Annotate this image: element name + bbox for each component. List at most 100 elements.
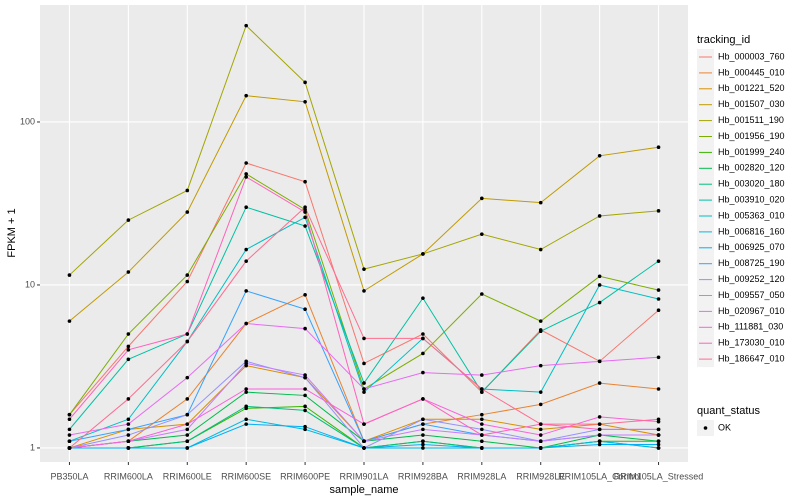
data-point: [303, 408, 307, 413]
data-point: [303, 293, 307, 297]
legend-label: Hb_186647_010: [718, 353, 785, 363]
data-point: [303, 373, 307, 377]
data-point: [538, 200, 543, 205]
data-point: [185, 279, 190, 284]
y-tick-label: 10: [25, 279, 35, 289]
data-point: [244, 23, 248, 28]
data-point: [538, 363, 543, 368]
data-point: [362, 361, 366, 366]
data-point: [597, 359, 602, 364]
data-point: [244, 247, 248, 252]
data-point: [656, 209, 661, 213]
data-point: [421, 442, 425, 447]
data-point: [538, 427, 543, 432]
data-point: [656, 145, 661, 150]
x-axis-title: sample_name: [329, 484, 398, 496]
data-point: [303, 205, 307, 209]
legend-label: Hb_006925_070: [718, 242, 785, 252]
legend-label: Hb_005363_010: [718, 210, 785, 220]
data-point: [480, 439, 484, 444]
data-point: [303, 424, 307, 429]
data-point: [421, 370, 425, 375]
data-point: [656, 387, 661, 391]
data-point: [421, 252, 425, 256]
data-point: [303, 179, 307, 184]
data-point: [421, 427, 425, 432]
legend-label: Hb_001511_190: [718, 115, 784, 125]
data-point: [362, 387, 366, 391]
data-point: [303, 99, 307, 104]
data-point: [480, 373, 484, 377]
data-point: [538, 329, 543, 334]
data-point: [126, 357, 131, 362]
data-point: [597, 422, 602, 426]
y-axis-title: FPKM + 1: [6, 208, 18, 257]
data-point: [656, 297, 661, 301]
data-point: [538, 439, 543, 444]
data-point: [67, 427, 72, 432]
data-point: [185, 446, 190, 450]
legend-label: Hb_173030_010: [718, 338, 785, 348]
data-point: [480, 422, 484, 426]
data-point: [185, 397, 190, 401]
data-point: [303, 215, 307, 220]
data-point: [303, 393, 307, 398]
data-point: [244, 361, 248, 366]
data-point: [244, 289, 248, 293]
legend-label: Hb_020967_010: [718, 306, 785, 316]
data-point: [656, 433, 661, 437]
data-point: [126, 427, 131, 432]
x-tick-label: RRIM928BA: [398, 471, 448, 481]
data-point: [656, 308, 661, 313]
data-point: [185, 375, 190, 380]
data-point: [126, 348, 131, 352]
x-tick-label: RRIM600PE: [280, 471, 330, 481]
data-point: [421, 397, 425, 401]
legend-title: quant_status: [697, 405, 760, 417]
legend-label: Hb_001956_190: [718, 131, 785, 141]
x-tick-label: RRIM901LA: [339, 471, 388, 481]
legend-label: Hb_002820_120: [718, 163, 785, 173]
data-point: [185, 188, 190, 193]
legend-label: Hb_000003_760: [718, 51, 785, 61]
data-point: [597, 300, 602, 305]
y-tick-label: 100: [20, 116, 35, 126]
data-point: [480, 412, 484, 417]
data-point: [597, 283, 602, 287]
data-point: [421, 332, 425, 336]
data-point: [126, 446, 131, 450]
x-tick-label: RRIM600LA: [104, 471, 153, 481]
data-point: [597, 381, 602, 385]
data-point: [303, 427, 307, 432]
legend-point: [703, 426, 708, 430]
legend-label: Hb_008725_190: [718, 258, 785, 268]
data-point: [244, 321, 248, 326]
data-point: [597, 427, 602, 432]
data-point: [185, 339, 190, 344]
data-point: [421, 433, 425, 437]
x-tick-label: RRIM105LA_Control: [558, 471, 641, 481]
data-point: [126, 422, 131, 426]
data-point: [244, 387, 248, 391]
data-point: [421, 351, 425, 356]
data-point: [480, 390, 484, 394]
data-point: [185, 412, 190, 417]
data-point: [185, 439, 190, 444]
data-point: [656, 446, 661, 450]
data-point: [480, 232, 484, 236]
legend-label: Hb_009252_120: [718, 274, 785, 284]
data-point: [480, 427, 484, 432]
data-point: [67, 273, 72, 277]
data-point: [303, 307, 307, 312]
data-point: [126, 433, 131, 437]
data-point: [362, 446, 366, 450]
data-point: [362, 267, 366, 271]
data-point: [421, 417, 425, 422]
x-tick-label: RRIM600SE: [221, 471, 271, 481]
data-point: [244, 259, 248, 263]
legend-label: OK: [718, 422, 731, 432]
data-point: [538, 319, 543, 323]
data-point: [656, 288, 661, 292]
data-point: [67, 417, 72, 422]
data-point: [480, 292, 484, 296]
